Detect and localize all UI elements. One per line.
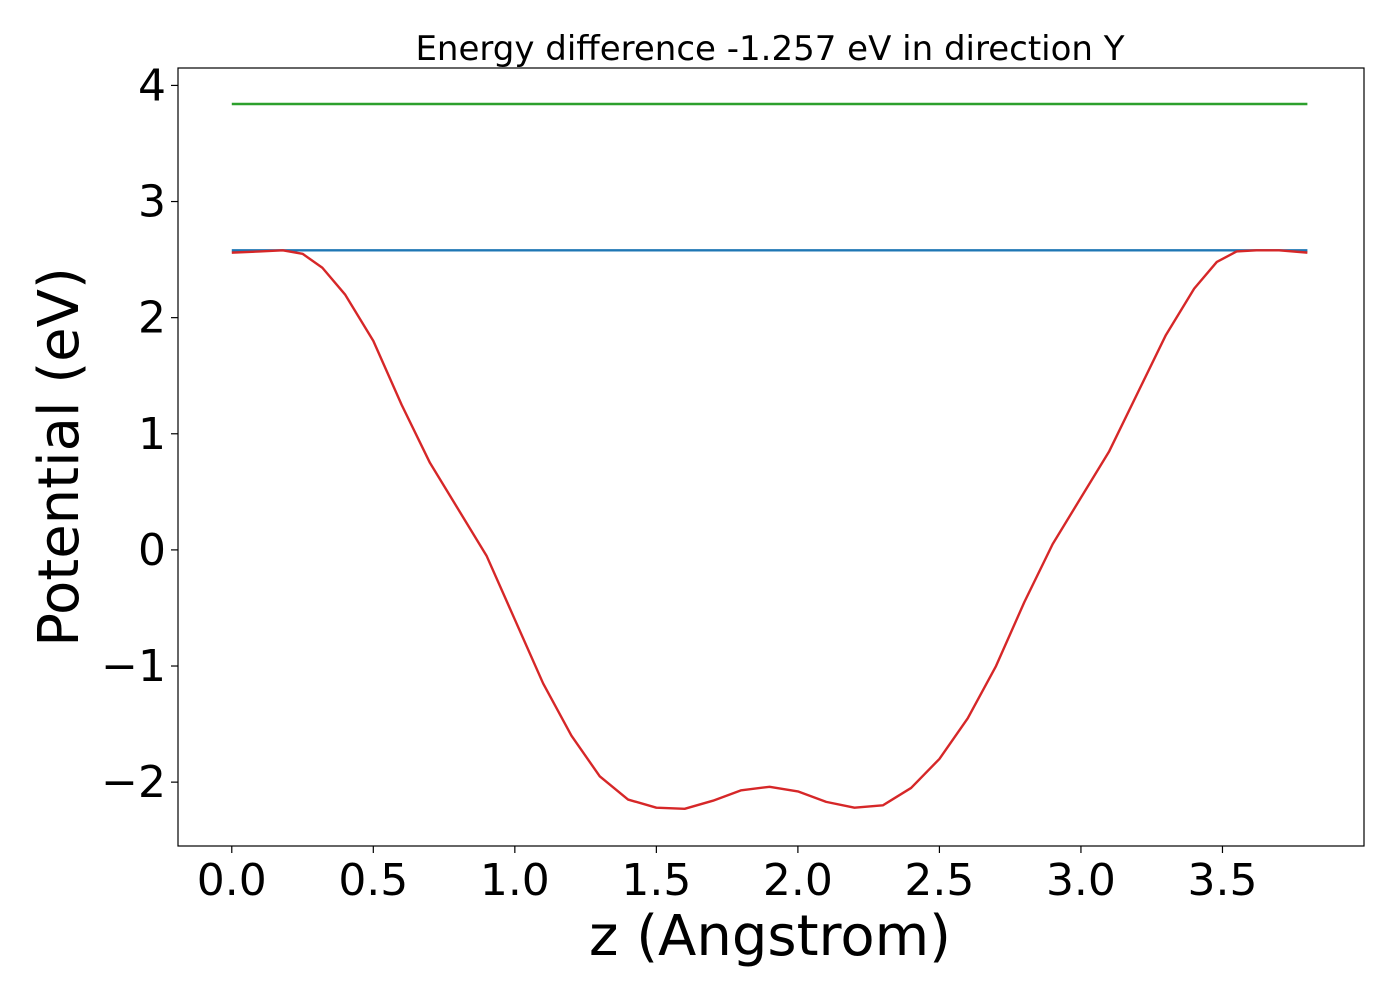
y-axis-title: Potential (eV) xyxy=(27,267,92,647)
x-tick-label: 0.0 xyxy=(197,855,267,906)
y-tick-label: 2 xyxy=(138,293,166,344)
y-tick-label: 4 xyxy=(138,60,166,111)
y-axis: −2 −1 0 1 2 3 4 xyxy=(101,60,178,808)
y-tick-label: −2 xyxy=(101,757,166,808)
x-tick-label: 2.0 xyxy=(763,855,833,906)
x-axis-title: z (Angstrom) xyxy=(589,904,951,969)
y-tick-label: −1 xyxy=(101,641,166,692)
series-line-3 xyxy=(231,249,1308,811)
x-tick-label: 0.5 xyxy=(338,855,408,906)
x-tick-label: 2.5 xyxy=(904,855,974,906)
x-tick-label: 1.5 xyxy=(621,855,691,906)
y-tick-label: 3 xyxy=(138,177,166,228)
x-tick-label: 3.0 xyxy=(1046,855,1116,906)
x-tick-label: 1.0 xyxy=(480,855,550,906)
chart-title: Energy difference -1.257 eV in direction… xyxy=(415,29,1124,69)
y-tick-label: 0 xyxy=(138,525,166,576)
y-tick-label: 1 xyxy=(138,409,166,460)
plot-frame xyxy=(177,67,1365,847)
x-axis: 0.0 0.5 1.0 1.5 2.0 2.5 3.0 3.5 xyxy=(197,846,1257,906)
series-layer xyxy=(231,102,1308,811)
x-tick-label: 3.5 xyxy=(1187,855,1257,906)
